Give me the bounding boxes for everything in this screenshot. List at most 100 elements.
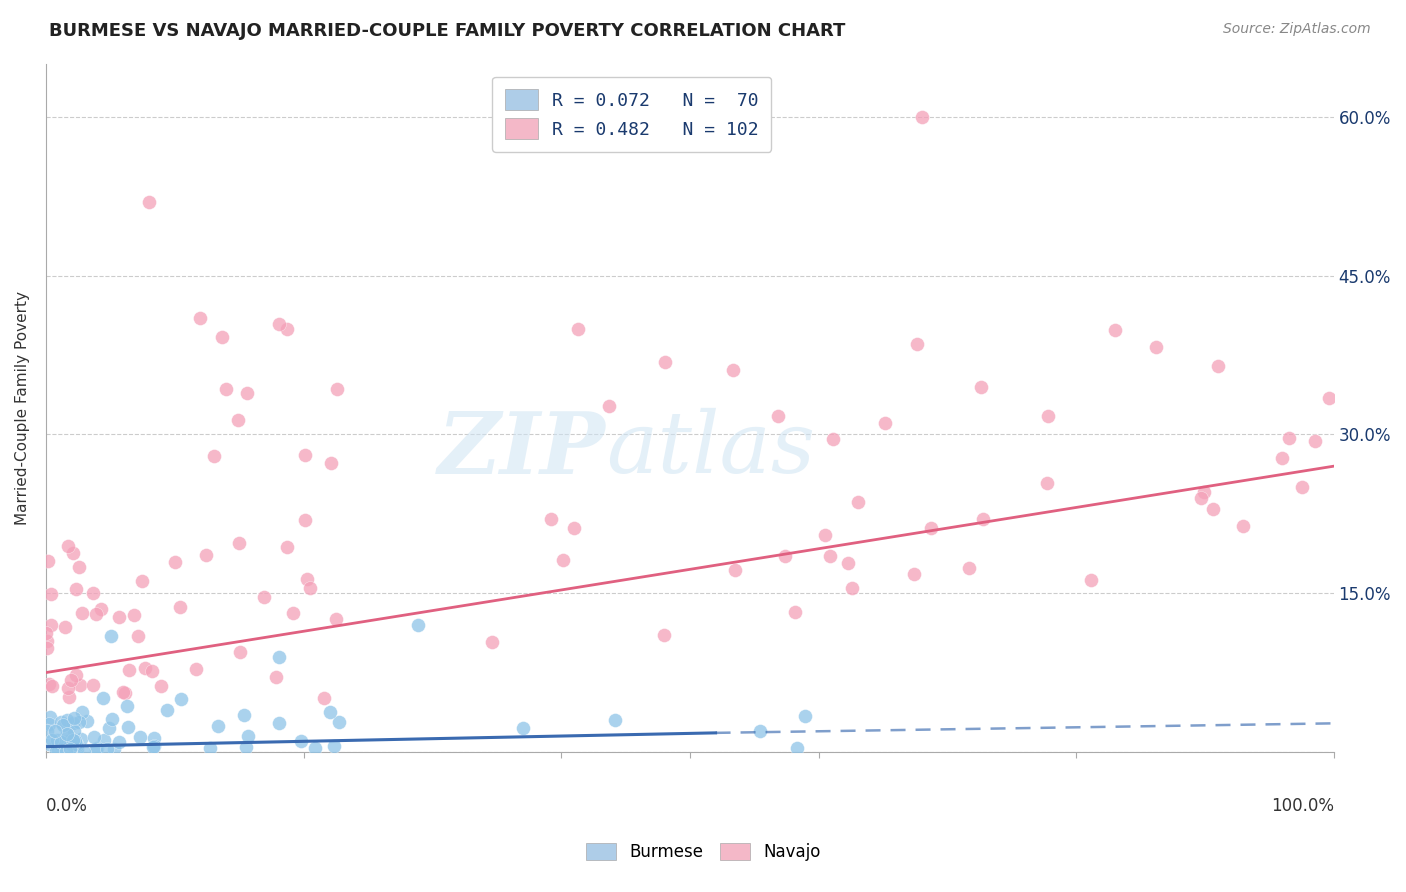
Point [294, 448, 316, 462]
Point [82, 678, 104, 692]
Point [903, 567, 925, 582]
Point [70, 607, 93, 621]
Point [540, 512, 562, 526]
Point [62, 716, 84, 731]
Point [1278, 431, 1301, 445]
Point [1271, 451, 1294, 466]
Point [598, 399, 620, 413]
Point [325, 382, 347, 396]
Point [794, 709, 817, 723]
Point [41, 680, 63, 694]
Point [406, 618, 429, 632]
Point [276, 540, 298, 554]
Point [226, 412, 249, 426]
Point [207, 719, 229, 733]
Text: 0.0%: 0.0% [46, 797, 87, 814]
Point [905, 337, 928, 351]
Point [724, 563, 747, 577]
Point [55, 727, 77, 741]
Text: BURMESE VS NAVAJO MARRIED-COUPLE FAMILY POVERTY CORRELATION CHART: BURMESE VS NAVAJO MARRIED-COUPLE FAMILY … [49, 22, 845, 40]
Point [1317, 391, 1340, 405]
Point [276, 321, 298, 335]
Point [90, 601, 112, 615]
Point [69, 678, 91, 692]
Point [56, 733, 79, 747]
Point [186, 662, 208, 676]
Point [93, 733, 115, 747]
Point [768, 409, 790, 424]
Point [108, 735, 131, 749]
Point [194, 548, 217, 562]
Point [117, 663, 139, 677]
Point [55, 744, 77, 758]
Point [103, 742, 125, 756]
Point [39, 618, 62, 632]
Point [62, 711, 84, 725]
Point [62, 546, 84, 560]
Point [111, 684, 134, 698]
Point [235, 740, 257, 755]
Point [269, 649, 291, 664]
Point [131, 574, 153, 588]
Point [721, 362, 744, 376]
Point [38, 716, 60, 731]
Point [96, 742, 118, 756]
Point [60, 673, 83, 687]
Point [38, 737, 60, 751]
Point [143, 739, 166, 753]
Point [84, 742, 107, 756]
Point [69, 732, 91, 747]
Point [232, 707, 254, 722]
Point [67, 714, 90, 729]
Point [236, 729, 259, 743]
Point [143, 731, 166, 745]
Point [1146, 340, 1168, 354]
Point [37, 723, 59, 738]
Point [56, 539, 79, 553]
Point [1080, 573, 1102, 587]
Point [481, 634, 503, 648]
Point [60, 738, 83, 752]
Point [846, 495, 869, 509]
Point [45, 743, 67, 757]
Text: Source: ZipAtlas.com: Source: ZipAtlas.com [1223, 22, 1371, 37]
Point [312, 691, 335, 706]
Point [56, 713, 79, 727]
Point [41, 732, 63, 747]
Point [86, 607, 108, 621]
Point [1291, 480, 1313, 494]
Point [319, 705, 342, 719]
Point [53, 619, 76, 633]
Point [281, 606, 304, 620]
Point [44, 724, 66, 739]
Point [567, 321, 589, 335]
Point [910, 110, 932, 124]
Text: 100.0%: 100.0% [1271, 797, 1334, 814]
Point [323, 739, 346, 753]
Point [299, 581, 322, 595]
Point [603, 714, 626, 728]
Legend: Burmese, Navajo: Burmese, Navajo [579, 836, 827, 868]
Point [1303, 434, 1326, 449]
Legend: R = 0.072   N =  70, R = 0.482   N = 102: R = 0.072 N = 70, R = 0.482 N = 102 [492, 77, 772, 152]
Point [39, 587, 62, 601]
Point [304, 741, 326, 756]
Point [46, 744, 69, 758]
Point [970, 380, 993, 394]
Point [920, 520, 942, 534]
Point [100, 628, 122, 642]
Point [1035, 476, 1057, 491]
Point [49, 734, 72, 748]
Point [1232, 519, 1254, 533]
Point [165, 555, 187, 569]
Point [1036, 409, 1059, 423]
Point [190, 311, 212, 326]
Point [235, 385, 257, 400]
Point [82, 586, 104, 600]
Point [295, 572, 318, 586]
Point [215, 382, 238, 396]
Point [562, 521, 585, 535]
Point [264, 670, 287, 684]
Point [51, 714, 73, 729]
Point [785, 605, 807, 619]
